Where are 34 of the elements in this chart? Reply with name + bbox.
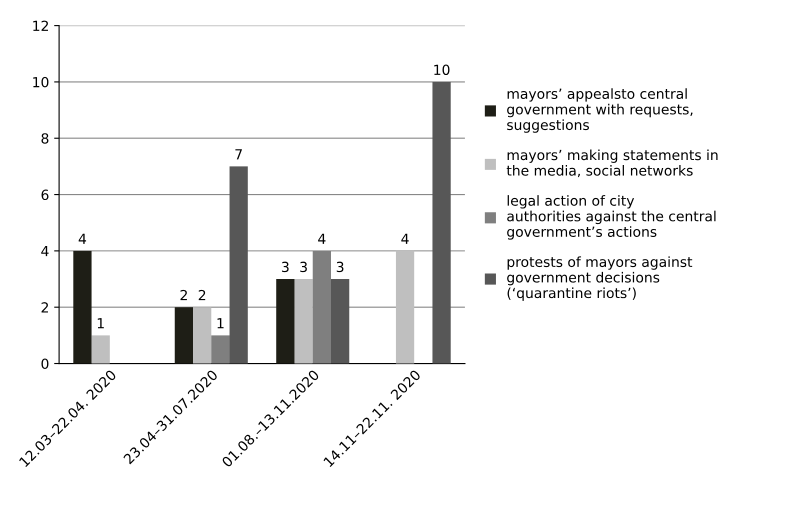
bar [294,279,313,364]
data-label: 7 [235,149,242,160]
data-label: 2 [198,290,206,300]
legend-label: protests of mayors against government decisions (‘quarantine riots’) [507,256,692,301]
data-label: 1 [218,318,224,328]
data-label: 10 [434,64,450,76]
y-tick-label: 0 [41,358,48,369]
data-label: 2 [180,290,187,300]
y-tick-label: 4 [41,246,49,256]
bar [211,335,230,364]
data-label: 3 [282,262,289,272]
data-label: 3 [300,262,307,272]
data-label: 4 [78,234,86,244]
bar [73,250,92,364]
bar [92,335,110,364]
y-tick-label: 2 [42,302,48,312]
y-tick-label: 10 [33,76,48,88]
bar [174,307,194,364]
data-label: 3 [336,262,344,272]
bar [331,279,350,364]
y-tick-label: 12 [33,20,48,31]
data-label: 4 [318,234,326,244]
bar [432,82,451,364]
bar [396,250,414,364]
bar [230,166,248,364]
legend-label: mayors’ making statements in the media, social networks [506,149,718,178]
data-label: 1 [98,318,104,328]
y-tick-label: 8 [41,133,48,144]
legend-label: legal action of city authorities against the central government’s actions [507,195,716,240]
legend-label: mayors’ appealsto central government with requests, suggestions [507,88,692,133]
data-label: 4 [401,234,409,244]
bar [193,307,212,364]
bar [276,279,294,364]
y-tick-label: 6 [42,190,49,200]
